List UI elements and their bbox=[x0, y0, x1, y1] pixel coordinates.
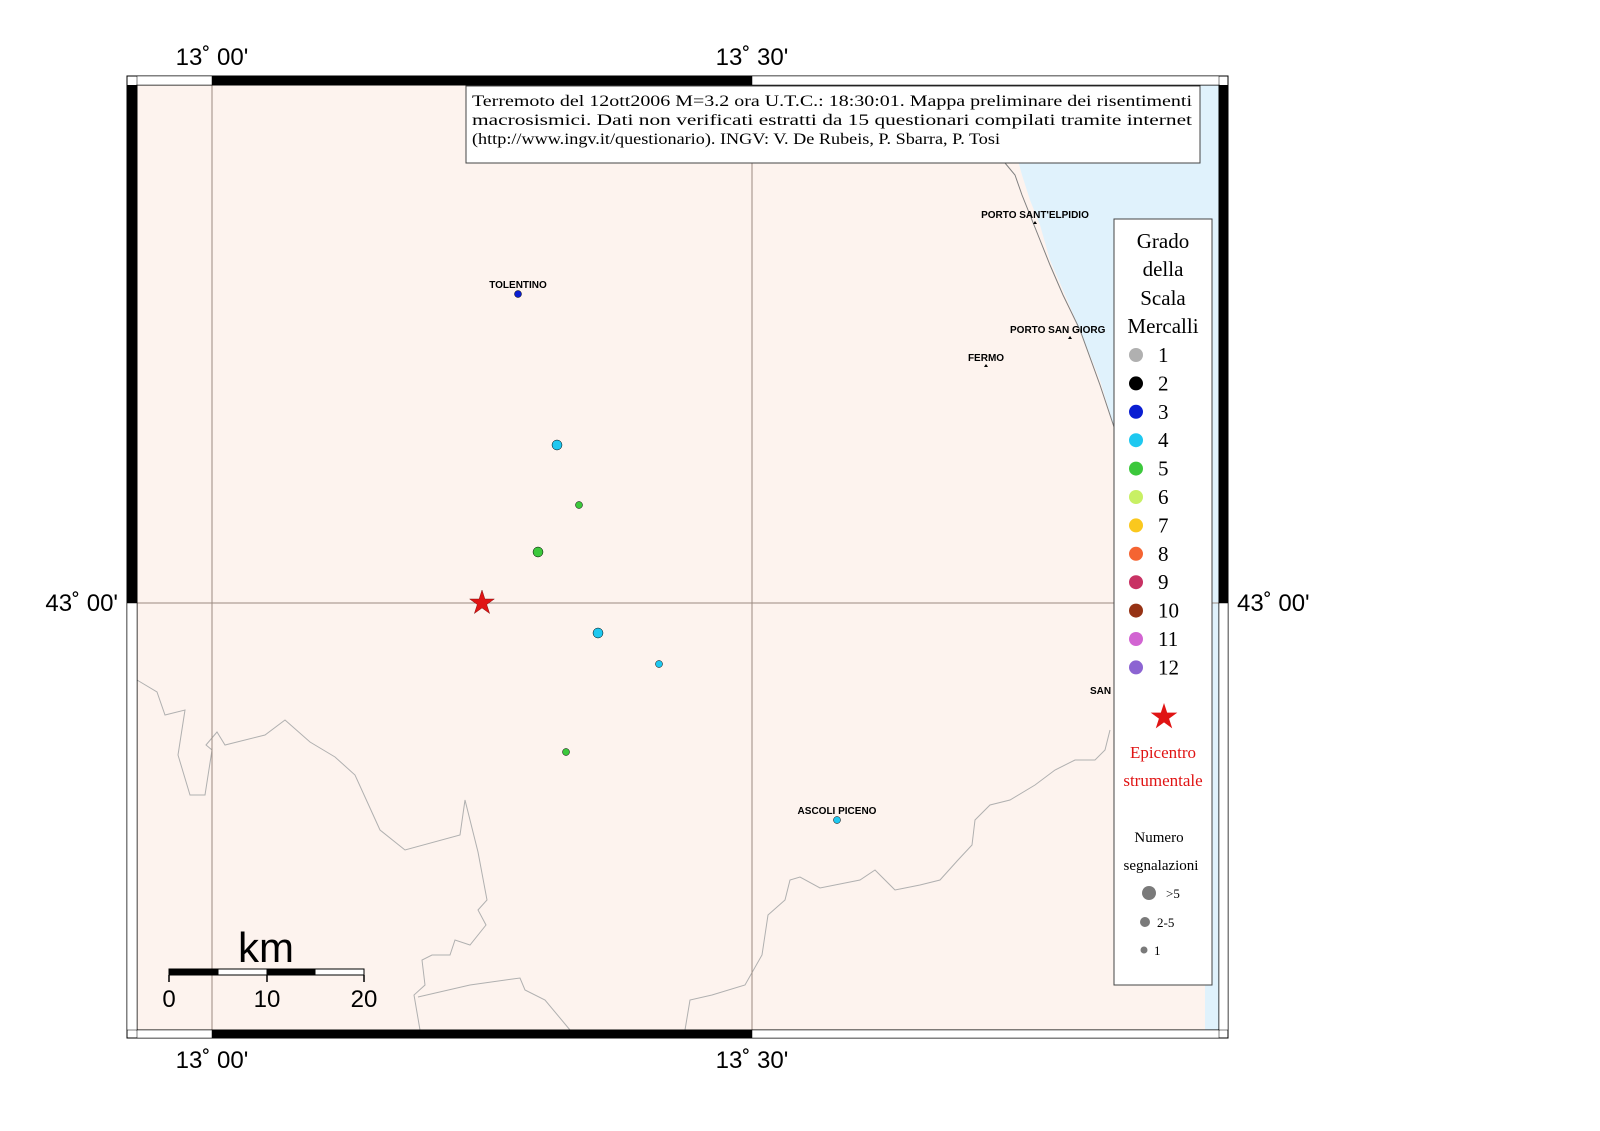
legend-grade-label: 12 bbox=[1158, 655, 1179, 679]
observation-point bbox=[833, 816, 841, 824]
town-marker bbox=[984, 364, 988, 367]
legend-grade-swatch bbox=[1129, 518, 1143, 533]
legend-grade-label: 11 bbox=[1158, 627, 1178, 651]
legend-grade-swatch bbox=[1129, 461, 1143, 476]
place-label: PORTO SAN GIORG bbox=[1010, 325, 1106, 336]
lat-label-left: 43˚ 00' bbox=[45, 590, 118, 617]
epicenter-star-icon bbox=[469, 589, 495, 615]
legend: Grado della Scala Mercalli 1234567891011… bbox=[1113, 218, 1213, 986]
scale-tick-label: 20 bbox=[351, 986, 378, 1013]
place-label: SAN bbox=[1090, 686, 1111, 697]
place-labels: PORTO SANT'ELPIDIO TOLENTINO PORTO SAN G… bbox=[489, 210, 1111, 817]
legend-grade-swatch bbox=[1129, 632, 1143, 646]
scale-tick-label: 0 bbox=[162, 986, 175, 1013]
observation-point bbox=[562, 748, 570, 756]
graticule bbox=[137, 85, 1219, 1030]
legend-grade-swatch bbox=[1129, 490, 1143, 504]
legend-grade-label: 5 bbox=[1158, 457, 1169, 481]
observation-point bbox=[575, 501, 583, 509]
legend-grade-label: 7 bbox=[1158, 513, 1169, 537]
title-line-1: Terremoto del 12ott2006 M=3.2 ora U.T.C.… bbox=[472, 93, 1193, 110]
legend-grade-label: 4 bbox=[1158, 428, 1169, 452]
observation-point bbox=[592, 627, 604, 639]
legend-grade-swatch bbox=[1129, 660, 1143, 675]
scale-unit-label: km bbox=[238, 924, 294, 971]
legend-grade-swatch bbox=[1129, 575, 1143, 590]
legend-size-label: 2-5 bbox=[1157, 915, 1174, 930]
province-borders bbox=[136, 679, 1111, 1031]
legend-epicenter-star-icon bbox=[1150, 703, 1178, 729]
legend-grade-label: 3 bbox=[1158, 400, 1169, 424]
legend-grade-swatch bbox=[1129, 348, 1143, 362]
observation-point bbox=[514, 290, 522, 298]
legend-title-line: Scala bbox=[1140, 286, 1186, 310]
observation-point bbox=[551, 439, 563, 451]
place-label: PORTO SANT'ELPIDIO bbox=[981, 210, 1089, 221]
legend-grade-swatch bbox=[1129, 433, 1143, 448]
legend-title-line: Grado bbox=[1137, 229, 1189, 253]
legend-grade-swatch bbox=[1129, 404, 1143, 419]
legend-title-line: della bbox=[1143, 257, 1184, 281]
legend-size-label: >5 bbox=[1166, 886, 1180, 901]
place-label: TOLENTINO bbox=[489, 280, 547, 291]
town-marker bbox=[1033, 221, 1037, 224]
lon-label-top-left: 13˚ 00' bbox=[176, 44, 249, 71]
legend-title-line: Mercalli bbox=[1127, 314, 1198, 338]
title-box: Terremoto del 12ott2006 M=3.2 ora U.T.C.… bbox=[465, 85, 1201, 164]
legend-grade-swatch bbox=[1129, 376, 1143, 391]
observation-point bbox=[532, 546, 544, 558]
legend-grade-label: 9 bbox=[1158, 570, 1169, 594]
legend-grade-label: 10 bbox=[1158, 599, 1179, 623]
legend-size-label: 1 bbox=[1154, 943, 1161, 958]
legend-reports-title: segnalazioni bbox=[1124, 858, 1199, 874]
lon-label-bottom-left: 13˚ 00' bbox=[176, 1047, 249, 1074]
legend-reports-title: Numero bbox=[1134, 830, 1183, 846]
observation-point bbox=[655, 660, 663, 668]
lon-label-bottom-right: 13˚ 30' bbox=[716, 1047, 789, 1074]
lon-label-top-right: 13˚ 30' bbox=[716, 44, 789, 71]
legend-grade-label: 1 bbox=[1158, 343, 1169, 367]
legend-epicenter-label: Epicentro bbox=[1130, 743, 1196, 762]
lat-label-right: 43˚ 00' bbox=[1237, 590, 1310, 617]
legend-epicenter-label: strumentale bbox=[1123, 771, 1202, 790]
land-area bbox=[137, 85, 1219, 1030]
legend-grade-swatch bbox=[1129, 603, 1143, 618]
title-line-3: (http://www.ingv.it/questionario). INGV:… bbox=[472, 131, 1001, 148]
scale-bar: km 0 10 20 bbox=[162, 924, 377, 1013]
observation-points bbox=[514, 290, 841, 824]
legend-size-marker bbox=[1140, 917, 1150, 927]
legend-grade-label: 8 bbox=[1158, 542, 1169, 566]
legend-grade-label: 6 bbox=[1158, 485, 1169, 509]
legend-grade-swatch bbox=[1129, 546, 1143, 561]
town-marker bbox=[1068, 336, 1072, 339]
coastline bbox=[1004, 162, 1119, 521]
title-line-2: macrosismici. Dati non verificati estrat… bbox=[472, 112, 1193, 129]
legend-grade-label: 2 bbox=[1158, 371, 1169, 395]
map-frame bbox=[126, 75, 1229, 1039]
legend-size-marker bbox=[1140, 946, 1148, 954]
place-label: ASCOLI PICENO bbox=[798, 806, 877, 817]
place-label: FERMO bbox=[968, 353, 1004, 364]
legend-size-marker bbox=[1142, 886, 1156, 900]
scale-tick-label: 10 bbox=[254, 986, 281, 1013]
